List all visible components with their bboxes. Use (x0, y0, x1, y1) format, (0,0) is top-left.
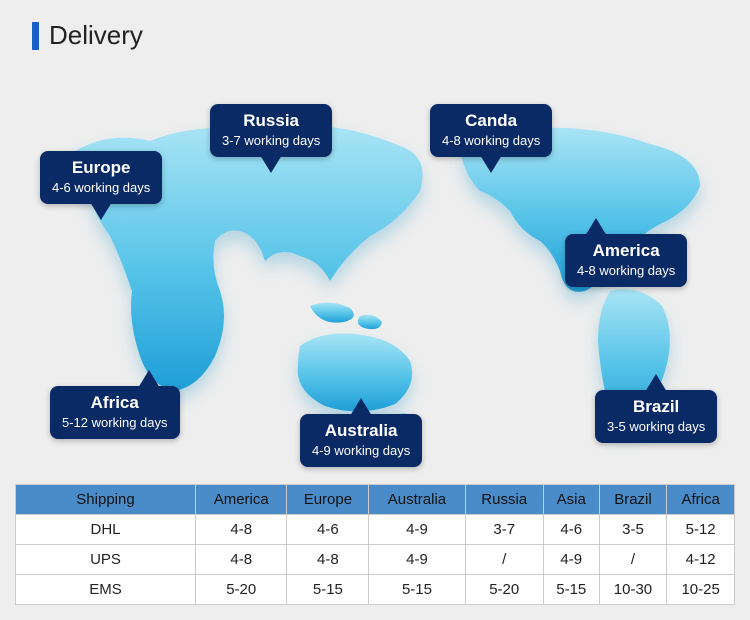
days-label: 5-12 working days (62, 415, 168, 430)
days-label: 4-8 working days (577, 263, 675, 278)
cell: 4-6 (543, 515, 599, 545)
bubble-brazil: Brazil 3-5 working days (595, 390, 717, 443)
accent-bar (32, 22, 39, 50)
col-header: Shipping (16, 485, 196, 515)
cell: 3-5 (599, 515, 667, 545)
col-header: Australia (369, 485, 465, 515)
days-label: 3-7 working days (222, 133, 320, 148)
cell: 3-7 (465, 515, 543, 545)
cell: EMS (16, 575, 196, 605)
days-label: 4-9 working days (312, 443, 410, 458)
region-label: Australia (312, 421, 410, 441)
bubble-tail (585, 218, 607, 236)
cell: 5-15 (543, 575, 599, 605)
col-header: Africa (667, 485, 735, 515)
bubble-canada: Canda 4-8 working days (430, 104, 552, 157)
days-label: 4-8 working days (442, 133, 540, 148)
bubble-australia: Australia 4-9 working days (300, 414, 422, 467)
cell: 5-15 (369, 575, 465, 605)
col-header: Asia (543, 485, 599, 515)
page-title: Delivery (49, 20, 143, 51)
cell: 4-8 (287, 545, 369, 575)
cell: 5-20 (465, 575, 543, 605)
cell: 4-6 (287, 515, 369, 545)
table-row: EMS 5-20 5-15 5-15 5-20 5-15 10-30 10-25 (16, 575, 735, 605)
col-header: Brazil (599, 485, 667, 515)
cell: 4-9 (543, 545, 599, 575)
cell: 5-15 (287, 575, 369, 605)
cell: 4-9 (369, 545, 465, 575)
bubble-america: America 4-8 working days (565, 234, 687, 287)
cell: 5-20 (196, 575, 287, 605)
col-header: Europe (287, 485, 369, 515)
bubble-tail (90, 202, 112, 220)
cell: 10-30 (599, 575, 667, 605)
days-label: 4-6 working days (52, 180, 150, 195)
cell: 10-25 (667, 575, 735, 605)
bubble-tail (350, 398, 372, 416)
cell: UPS (16, 545, 196, 575)
col-header: America (196, 485, 287, 515)
table-header-row: Shipping America Europe Australia Russia… (16, 485, 735, 515)
bubble-tail (138, 370, 160, 388)
bubble-tail (645, 374, 667, 392)
section-header: Delivery (0, 0, 750, 51)
cell: / (465, 545, 543, 575)
cell: 4-12 (667, 545, 735, 575)
region-label: Canda (442, 111, 540, 131)
shipping-table-wrap: Shipping America Europe Australia Russia… (15, 484, 735, 605)
cell: DHL (16, 515, 196, 545)
region-label: Europe (52, 158, 150, 178)
cell: 5-12 (667, 515, 735, 545)
region-label: America (577, 241, 675, 261)
cell: / (599, 545, 667, 575)
bubble-africa: Africa 5-12 working days (50, 386, 180, 439)
bubble-europe: Europe 4-6 working days (40, 151, 162, 204)
bubble-russia: Russia 3-7 working days (210, 104, 332, 157)
region-label: Russia (222, 111, 320, 131)
shipping-table: Shipping America Europe Australia Russia… (15, 484, 735, 605)
bubble-tail (260, 155, 282, 173)
map-area: Europe 4-6 working days Russia 3-7 worki… (0, 56, 750, 476)
region-label: Brazil (607, 397, 705, 417)
bubble-tail (480, 155, 502, 173)
table-row: DHL 4-8 4-6 4-9 3-7 4-6 3-5 5-12 (16, 515, 735, 545)
cell: 4-9 (369, 515, 465, 545)
cell: 4-8 (196, 545, 287, 575)
table-row: UPS 4-8 4-8 4-9 / 4-9 / 4-12 (16, 545, 735, 575)
col-header: Russia (465, 485, 543, 515)
region-label: Africa (62, 393, 168, 413)
cell: 4-8 (196, 515, 287, 545)
days-label: 3-5 working days (607, 419, 705, 434)
